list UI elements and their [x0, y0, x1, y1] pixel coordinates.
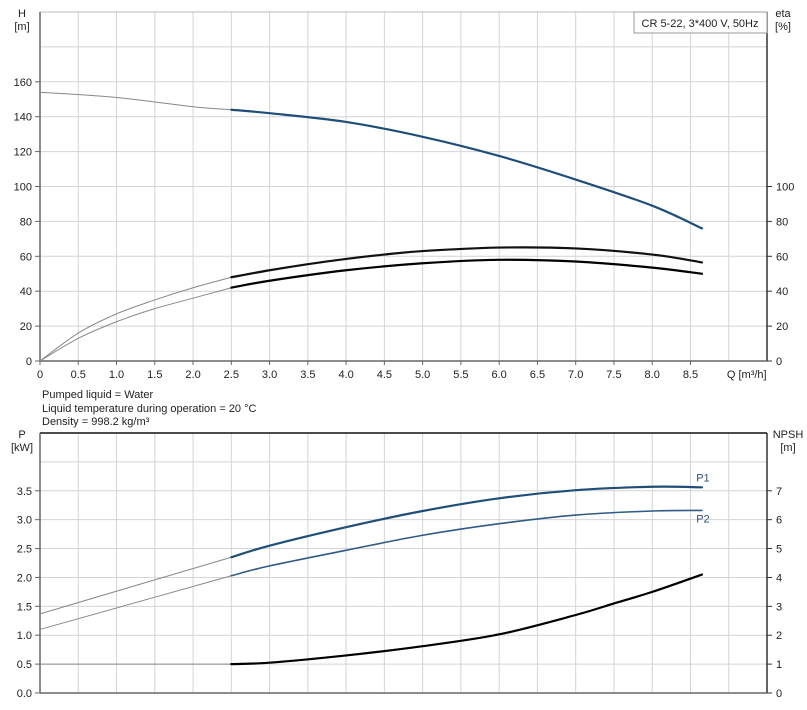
- y-right-tick-label: 0: [776, 356, 782, 368]
- series-1-extrapolated-line: [39, 91, 232, 111]
- x-tick-label: 8.5: [683, 369, 698, 381]
- y-tick-label: 1.5: [17, 601, 32, 613]
- x-tick-label: 6.5: [530, 369, 545, 381]
- y-tick-label: 3.0: [17, 515, 32, 527]
- x-tick-label: 1.5: [147, 369, 162, 381]
- y-right-tick-label: 5: [776, 544, 782, 556]
- x-tick-label: 0: [37, 369, 43, 381]
- y-right-axis-label: NPSH: [773, 429, 804, 441]
- y-right-tick-label: 4: [776, 572, 782, 584]
- y-tick-label: 80: [20, 216, 32, 228]
- x-tick-label: 7.0: [568, 369, 583, 381]
- x-tick-label: 2.0: [185, 369, 200, 381]
- y-right-tick-label: 20: [776, 321, 788, 333]
- y-tick-label: 20: [20, 321, 32, 333]
- y-tick-label: 2.5: [17, 544, 32, 556]
- y-tick-label: 140: [14, 112, 32, 124]
- x-axis-label: Q [m³/h]: [727, 369, 767, 381]
- y-right-tick-label: 60: [776, 251, 788, 263]
- y-right-tick-label: 100: [776, 182, 794, 194]
- series-1-line: [230, 485, 704, 559]
- y-right-tick-label: 3: [776, 601, 782, 613]
- y-right-tick-label: 0: [776, 688, 782, 700]
- pumped-liquid-text: Pumped liquid = Water: [42, 389, 154, 401]
- series-2-line: [230, 246, 704, 279]
- y-axis-unit: [m]: [14, 21, 29, 33]
- x-tick-label: 8.0: [645, 369, 660, 381]
- y-right-axis-unit: [%]: [775, 21, 791, 33]
- y-tick-label: 3.5: [17, 486, 32, 498]
- series-3-line: [230, 573, 704, 666]
- chart-1: [35, 11, 772, 365]
- x-tick-label: 7.5: [606, 369, 621, 381]
- series-2-line: [230, 509, 703, 577]
- density-text: Density = 998.2 kg/m³: [42, 416, 150, 428]
- series-3-line: [230, 258, 704, 289]
- y-axis-unit: [kW]: [11, 442, 33, 454]
- series-2-extrapolated-line: [39, 276, 232, 362]
- y-right-axis-unit: [m]: [780, 442, 795, 454]
- y-right-tick-label: 80: [776, 216, 788, 228]
- legend-box: [633, 11, 768, 34]
- y-axis-label: P: [18, 429, 25, 441]
- liquid-temperature-text: Liquid temperature during operation = 20…: [42, 403, 257, 415]
- series-label-p1: P1: [696, 472, 709, 484]
- y-tick-label: 2.0: [17, 572, 32, 584]
- y-tick-label: 100: [14, 182, 32, 194]
- y-right-tick-label: 7: [776, 486, 782, 498]
- y-right-tick-label: 6: [776, 515, 782, 527]
- series-2-extrapolated-line: [39, 575, 232, 630]
- y-axis-label: H: [18, 8, 26, 20]
- x-tick-label: 4.0: [338, 369, 353, 381]
- x-tick-label: 5.0: [415, 369, 430, 381]
- x-tick-label: 2.5: [224, 369, 239, 381]
- y-right-tick-label: 2: [776, 630, 782, 642]
- y-tick-label: 0.5: [17, 659, 32, 671]
- y-tick-label: 120: [14, 147, 32, 159]
- series-label-p2: P2: [696, 513, 709, 525]
- y-tick-label: 60: [20, 251, 32, 263]
- x-tick-label: 1.0: [109, 369, 124, 381]
- x-tick-label: 5.5: [453, 369, 468, 381]
- x-tick-label: 3.5: [300, 369, 315, 381]
- chart-2: [35, 432, 772, 694]
- x-tick-label: 3.0: [262, 369, 277, 381]
- series-1-line: [230, 108, 704, 230]
- y-right-axis-label: eta: [775, 8, 791, 20]
- y-tick-label: 40: [20, 286, 32, 298]
- y-right-tick-label: 1: [776, 659, 782, 671]
- y-tick-label: 160: [14, 77, 32, 89]
- y-right-tick-label: 40: [776, 286, 788, 298]
- x-tick-label: 4.5: [377, 369, 392, 381]
- series-1-extrapolated-line: [39, 556, 232, 615]
- y-tick-label: 1.0: [17, 630, 32, 642]
- series-3-extrapolated-line: [39, 287, 232, 362]
- x-tick-label: 0.5: [71, 369, 86, 381]
- y-tick-label: 0: [26, 356, 32, 368]
- chart-title: CR 5-22, 3*400 V, 50Hz: [642, 18, 759, 30]
- x-tick-label: 6.0: [492, 369, 507, 381]
- y-tick-label: 0.0: [17, 688, 32, 700]
